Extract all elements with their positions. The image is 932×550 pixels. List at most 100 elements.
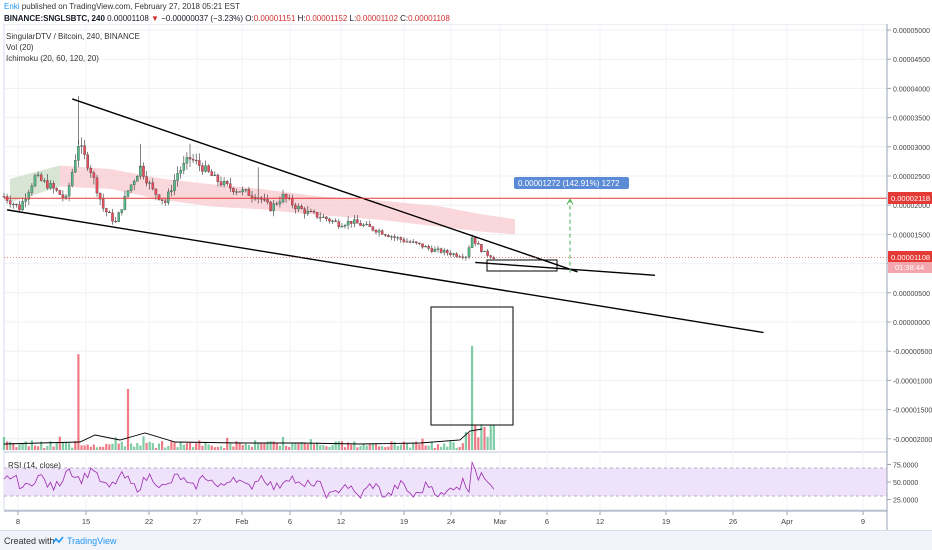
candle-body bbox=[303, 208, 306, 214]
candle-body bbox=[442, 250, 446, 253]
candle-body bbox=[139, 165, 142, 177]
volume-bar bbox=[102, 446, 105, 450]
candle-body bbox=[346, 220, 350, 226]
volume-bar bbox=[250, 446, 254, 450]
candle-body bbox=[405, 241, 409, 243]
volume-bar bbox=[120, 441, 123, 450]
volume-bar bbox=[24, 441, 27, 450]
author-link[interactable]: Enki bbox=[4, 2, 20, 11]
candle-body bbox=[473, 237, 477, 244]
time-tick-label: Apr bbox=[781, 517, 793, 526]
candle-body bbox=[24, 198, 27, 202]
candle-body bbox=[232, 188, 235, 193]
candle-body bbox=[213, 174, 217, 176]
volume-bar bbox=[71, 447, 74, 450]
price-tick-label: 0.00004000 bbox=[893, 86, 930, 93]
volume-bar bbox=[294, 442, 297, 450]
volume-bar bbox=[12, 443, 15, 450]
candle-body bbox=[123, 196, 127, 210]
candle-body bbox=[439, 248, 443, 253]
candle-body bbox=[250, 195, 254, 198]
volume-bar bbox=[436, 444, 440, 450]
high-value: 0.00001152 bbox=[305, 14, 348, 23]
candle-body bbox=[337, 221, 341, 227]
volume-bar bbox=[43, 447, 46, 450]
volume-bar bbox=[55, 443, 58, 450]
price-tick-label: 0.00002000 bbox=[893, 203, 930, 210]
volume-bar bbox=[89, 446, 92, 450]
candle-body bbox=[108, 211, 111, 214]
candle-body bbox=[129, 184, 133, 191]
volume-bar bbox=[170, 440, 173, 450]
volume-bar bbox=[381, 446, 384, 450]
candle-body bbox=[483, 250, 486, 252]
time-tick-label: 12 bbox=[337, 517, 345, 526]
volume-bar bbox=[471, 346, 474, 450]
candle-body bbox=[111, 212, 114, 222]
candle-body bbox=[46, 180, 49, 189]
candle-body bbox=[207, 165, 210, 172]
candle-body bbox=[384, 234, 387, 236]
volume-bar bbox=[173, 442, 176, 450]
candle-body bbox=[105, 208, 108, 213]
tradingview-brand[interactable]: TradingView bbox=[67, 536, 117, 546]
candle-body bbox=[322, 216, 325, 218]
drawings[interactable] bbox=[4, 98, 887, 426]
volume-bar bbox=[86, 444, 89, 450]
candle-body bbox=[120, 209, 124, 213]
candle-body bbox=[349, 220, 353, 224]
trendline-short bbox=[475, 261, 656, 276]
candle-body bbox=[458, 256, 461, 258]
volume-bar bbox=[192, 447, 195, 450]
candle-body bbox=[170, 190, 173, 193]
measure-arrow-icon bbox=[566, 198, 574, 205]
candle-body bbox=[98, 192, 102, 200]
candle-body bbox=[132, 181, 136, 186]
volume-bar bbox=[61, 442, 64, 450]
candle-body bbox=[157, 194, 161, 200]
volume-bar bbox=[64, 442, 68, 450]
time-tick-label: 24 bbox=[447, 517, 455, 526]
rsi-tick-label: 50.0000 bbox=[893, 480, 918, 487]
volume-bar bbox=[18, 444, 21, 450]
candle-body bbox=[145, 176, 148, 184]
time-tick-label: Mar bbox=[494, 517, 507, 526]
volume-bar bbox=[480, 424, 483, 450]
current-price-badge: 0.00001108 bbox=[891, 253, 930, 262]
volume-bar bbox=[272, 441, 275, 450]
candle-body bbox=[74, 160, 77, 173]
candle-body bbox=[377, 230, 381, 233]
candle-body bbox=[318, 217, 322, 219]
volume-bar bbox=[241, 445, 244, 450]
volume-bar bbox=[316, 442, 319, 450]
volume-bar bbox=[424, 445, 427, 450]
price-tick-label: 0.00000000 bbox=[893, 320, 930, 327]
volume-bar bbox=[114, 437, 117, 450]
price-tick-label: -0.00001000 bbox=[893, 378, 932, 385]
volume-bar bbox=[6, 441, 9, 450]
volume-bar bbox=[474, 425, 477, 450]
volume-bar bbox=[319, 445, 322, 450]
volume-bar bbox=[368, 444, 371, 450]
candle-body bbox=[163, 200, 167, 203]
volume-bar bbox=[244, 443, 247, 450]
candle-body bbox=[39, 174, 43, 181]
candle-body bbox=[70, 171, 74, 186]
chart-canvas[interactable]: 0.00005000 0.00004500 0.00004000 0.00003500… bbox=[0, 24, 932, 530]
close-value: 0.00001108 bbox=[408, 14, 450, 23]
volume-bar bbox=[297, 443, 300, 450]
candle-body bbox=[77, 146, 80, 161]
candle-body bbox=[421, 243, 424, 248]
candle-body bbox=[272, 203, 275, 212]
candle-body bbox=[235, 191, 238, 193]
volume-bar bbox=[350, 444, 353, 450]
time-tick-label: 26 bbox=[729, 517, 737, 526]
legend-ichimoku: Ichimoku (20, 60, 120, 20) bbox=[6, 54, 99, 63]
volume-bar bbox=[300, 442, 303, 450]
volume-bar bbox=[223, 447, 226, 450]
candle-body bbox=[21, 201, 24, 211]
volume-bar bbox=[99, 446, 102, 450]
volume-bar bbox=[46, 445, 49, 450]
volume-bar bbox=[433, 447, 436, 450]
